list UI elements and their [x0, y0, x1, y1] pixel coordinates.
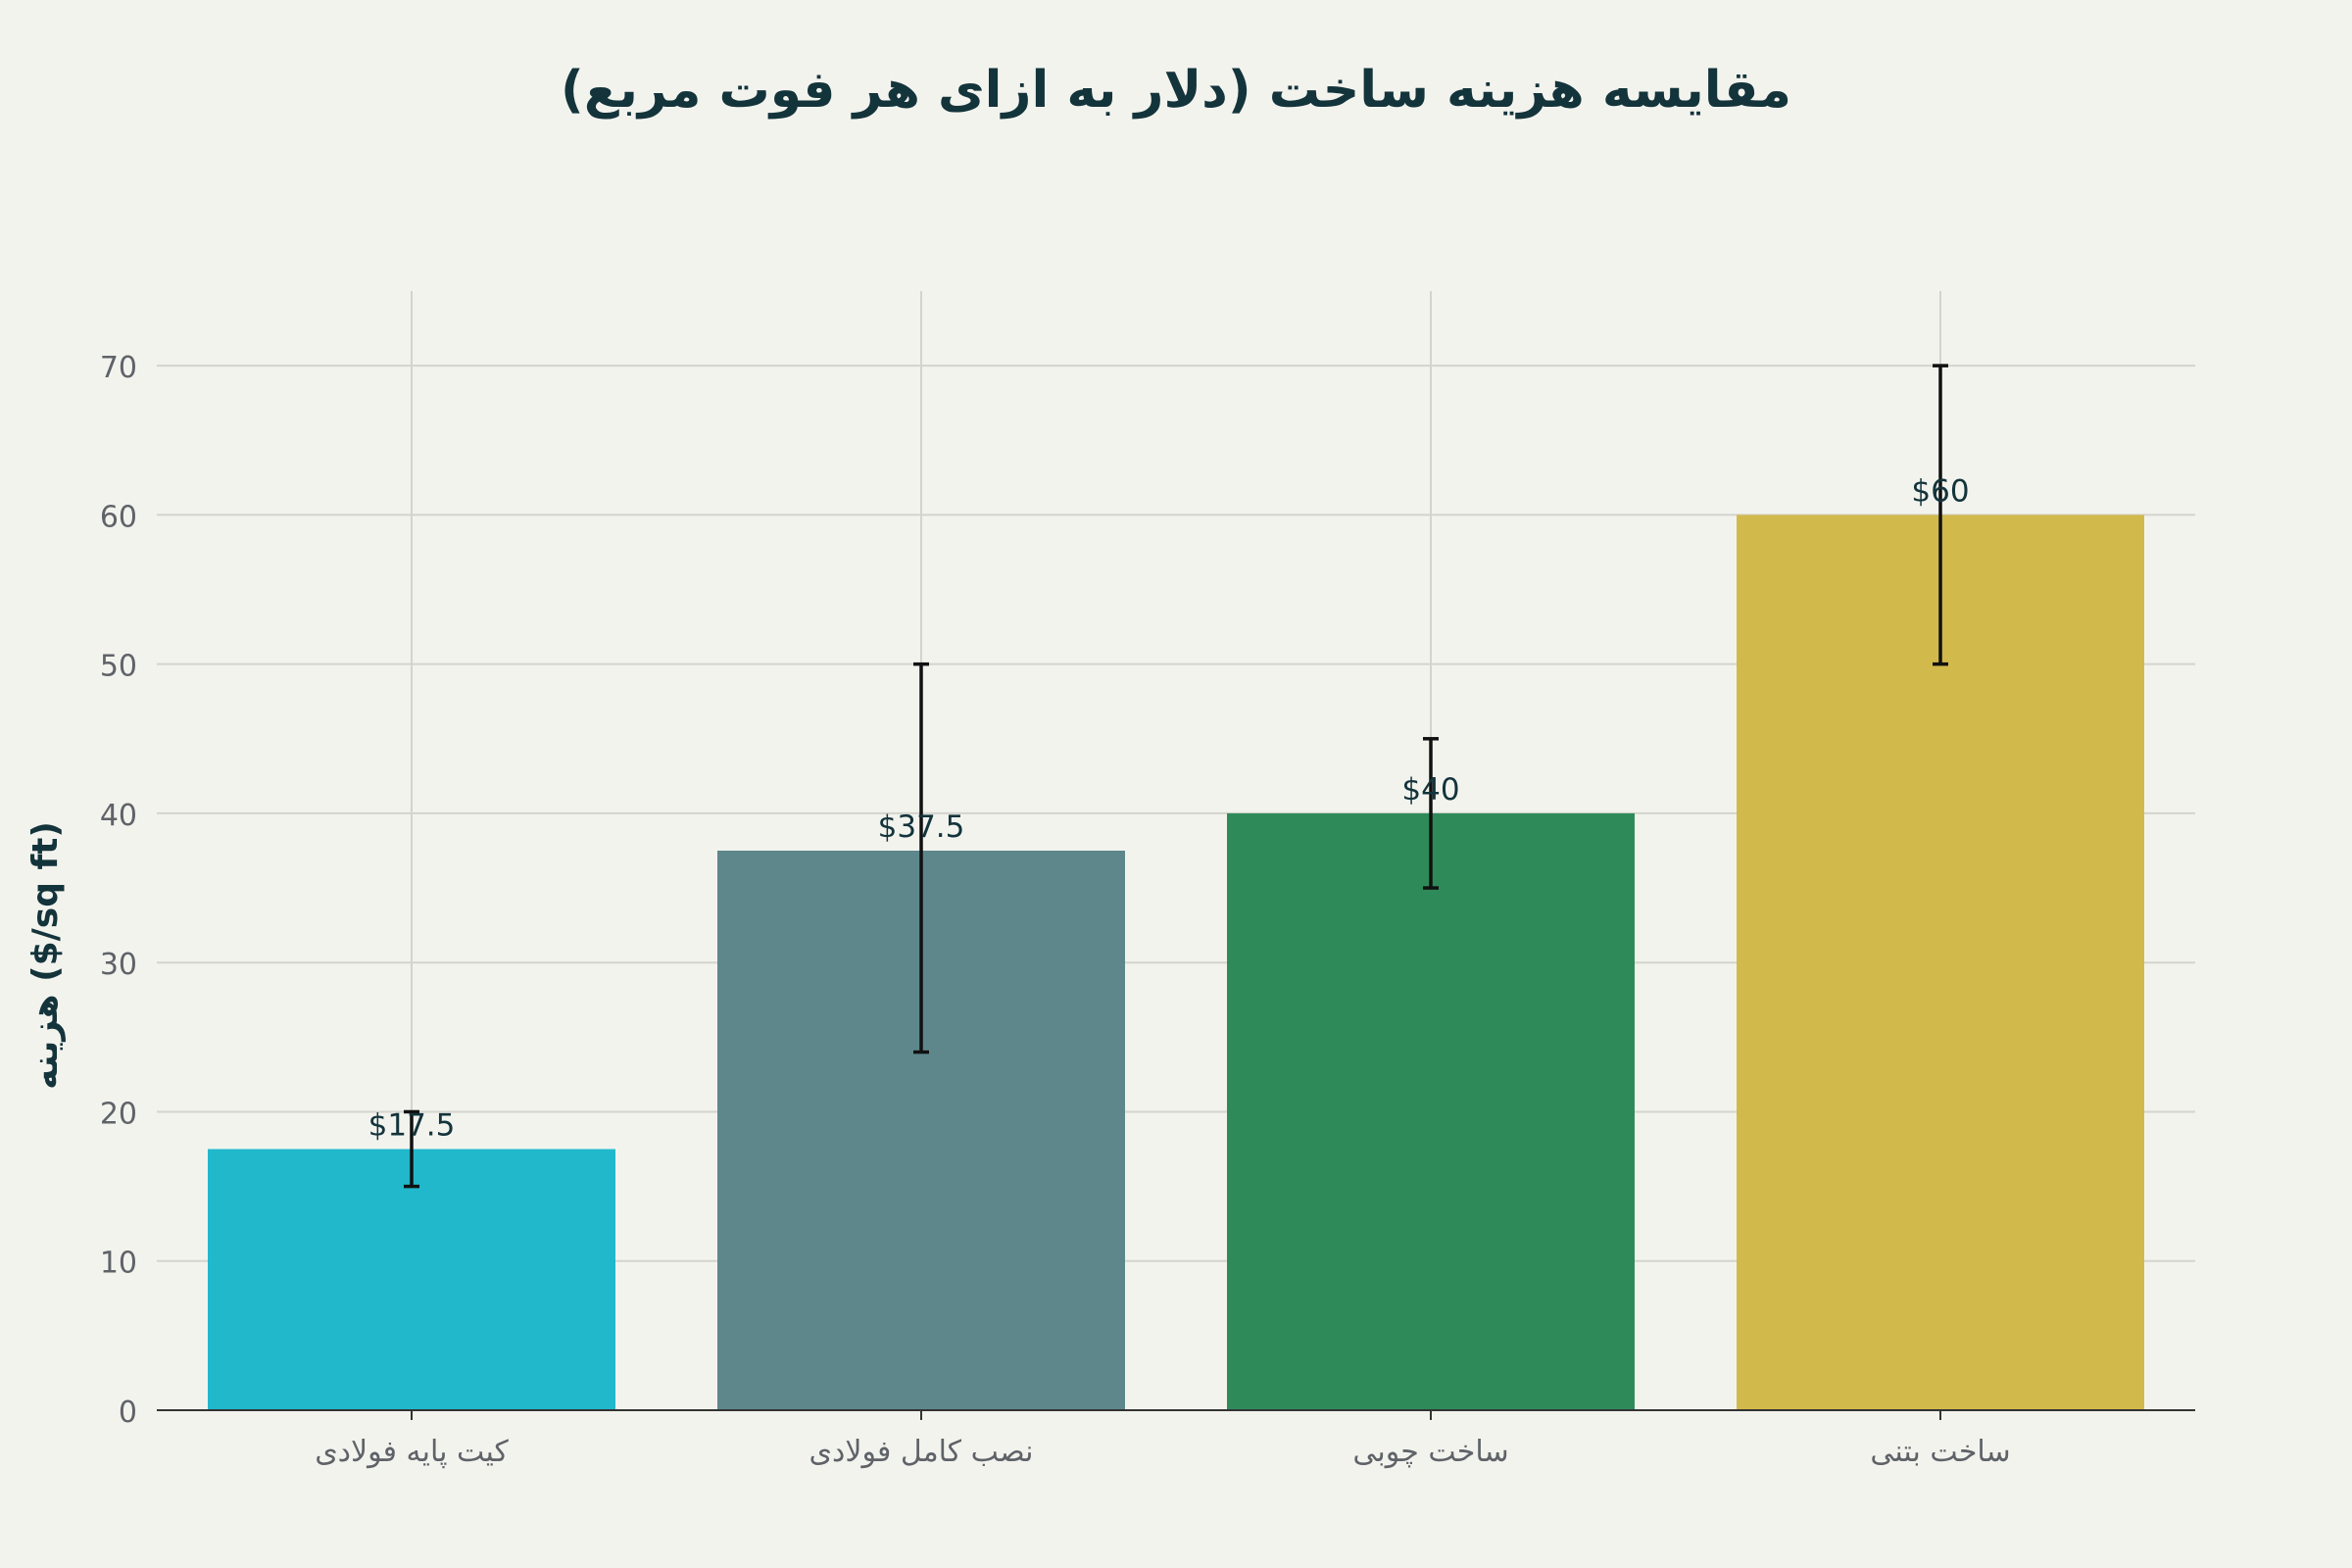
- x-tick-label: نصب کامل فولادی: [809, 1435, 1034, 1469]
- bar: [208, 1149, 615, 1410]
- error-bar: [404, 1109, 419, 1189]
- chart-title: مقایسه هزینه ساخت (دلار به ازای هر فوت م…: [561, 61, 1791, 120]
- x-tick-label: ساخت چوبی: [1352, 1435, 1508, 1469]
- y-tick-label: 0: [119, 1396, 137, 1430]
- error-bar: [913, 662, 929, 1054]
- y-tick-label: 70: [100, 351, 137, 385]
- x-tick-label: کیت پایه فولادی: [315, 1435, 509, 1469]
- bar-value-label: $60: [1911, 473, 1969, 509]
- y-tick-label: 60: [100, 500, 137, 534]
- bar: [1227, 812, 1635, 1410]
- bar-value-label: $17.5: [368, 1108, 456, 1144]
- bar-value-label: $37.5: [878, 809, 965, 845]
- y-axis-label: هزینه ($/sq ft): [25, 821, 66, 1090]
- x-tick-label: ساخت بتنی: [1870, 1435, 2010, 1469]
- y-tick-label: 30: [100, 948, 137, 982]
- error-bar: [1423, 737, 1439, 890]
- axes: 0 10 20 30 40 50 60 70 کیت پایه فولادی نصب کامل ف…: [100, 351, 2195, 1469]
- y-tick-label: 50: [100, 650, 137, 684]
- error-bar: [1933, 364, 1948, 666]
- y-tick-label: 20: [100, 1097, 137, 1131]
- error-bars: [404, 364, 1948, 1189]
- data-labels: $17.5 $37.5 $40 $60: [368, 473, 1970, 1143]
- y-tick-label: 40: [100, 799, 137, 833]
- y-tick-label: 10: [100, 1247, 137, 1281]
- bar-value-label: $40: [1401, 772, 1459, 808]
